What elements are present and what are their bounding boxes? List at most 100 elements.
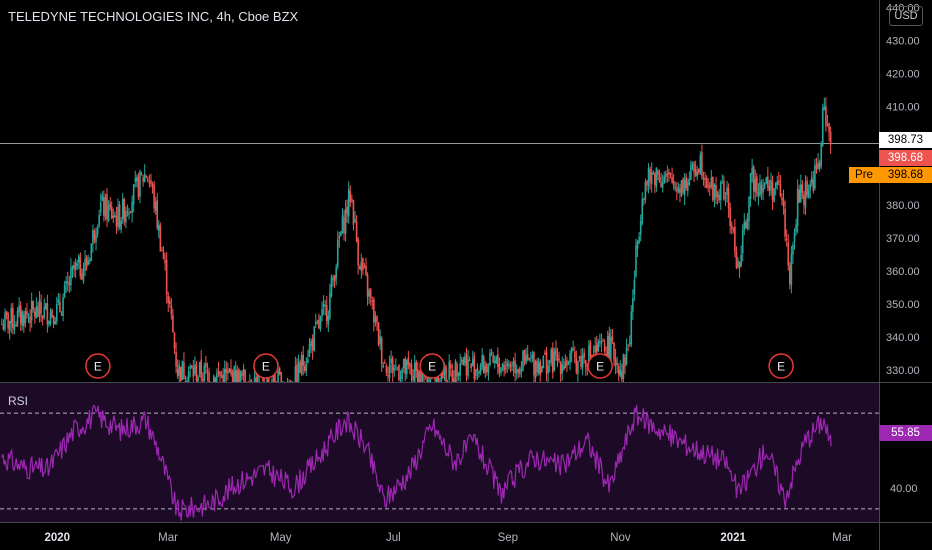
candle-body [59,302,61,313]
candle-body [137,176,140,198]
candle-body [668,171,670,175]
candle-body [338,236,341,239]
candle-body [194,365,196,374]
candle-body [167,295,170,304]
price-tick-label: 340.00 [886,332,920,344]
candle-body [8,321,11,331]
candle-body [322,303,325,308]
candle-body [395,365,397,367]
candle-body [220,375,223,378]
candle-body [136,177,138,182]
candle-body [205,363,207,368]
candle-body [316,321,319,323]
candle-body [357,239,359,266]
candle-body [449,364,452,369]
candle-body [508,364,510,366]
candle-body [5,311,8,315]
candle-body [236,370,239,382]
candle-body [572,348,574,350]
time-tick-label: 2021 [720,532,746,544]
candle-body [223,369,226,382]
candle-body [161,250,163,252]
earnings-marker-circle [253,353,279,379]
candle-body [401,369,403,380]
premarket-price-badge: 398.68 [879,167,932,183]
candle-body [748,196,750,222]
candle-body [300,355,303,375]
candle-body [396,367,399,369]
candle-body [200,359,202,379]
candle-body [238,369,240,382]
candle-body [371,300,374,302]
candle-body [388,364,391,379]
candle-body [809,183,812,190]
candle-body [650,171,653,185]
candle-body [231,372,234,382]
candle-body [37,306,39,317]
candle-body [274,374,276,382]
candle-body [313,326,316,351]
candle-body [346,206,348,214]
candle-body [181,360,184,381]
candle-body [85,256,88,268]
candle-body [792,244,794,255]
candle-body [616,362,618,365]
candle-body [591,354,593,356]
candle-body [442,369,444,379]
rsi-line [1,404,832,521]
candle-body [336,239,339,267]
candle-body [179,366,182,382]
candle-body [768,186,771,191]
earnings-marker: E [587,353,613,379]
candle-body [335,267,337,279]
candle-body [319,315,322,329]
candle-body [779,183,782,197]
earnings-marker: E [85,353,111,379]
candle-body [197,377,199,382]
earnings-marker-label: E [777,360,785,374]
candle-body [523,349,526,361]
candle-body [464,356,466,364]
candle-body [551,347,554,373]
candle-body [482,356,485,373]
candle-body [701,152,703,177]
candle-body [784,208,786,237]
price-tick-label: 330.00 [886,365,920,377]
candle-body [18,305,20,313]
candle-body [710,177,713,187]
candle-body [765,177,768,184]
candle-body [643,198,645,200]
candle-body [73,265,75,270]
candle-body [299,361,301,373]
earnings-marker-circle [587,353,613,379]
candle-body [51,309,53,317]
candle-body [206,370,209,372]
candle-body [553,351,556,371]
candle-body [821,107,824,146]
candle-body [490,352,493,354]
candle-body [398,365,400,381]
candle-body [782,199,785,207]
candle-body [277,371,279,382]
candle-body [569,353,571,363]
candle-body [644,182,647,201]
candle-body [663,176,666,183]
candle-body [374,316,377,323]
candle-body [599,340,601,343]
currency-button[interactable]: USD [889,6,923,26]
candle-body [479,365,482,373]
candle-body [65,281,68,284]
candle-body [484,365,487,372]
candle-body [708,185,711,189]
candle-body [443,364,446,376]
candle-body [154,201,157,211]
candle-body [318,319,320,328]
candle-body [410,364,413,376]
candle-body [429,377,432,382]
earnings-marker-label: E [94,360,102,374]
candle-body [517,369,520,372]
candle-body [79,257,82,277]
candle-body [486,363,488,373]
candle-body [456,363,458,377]
